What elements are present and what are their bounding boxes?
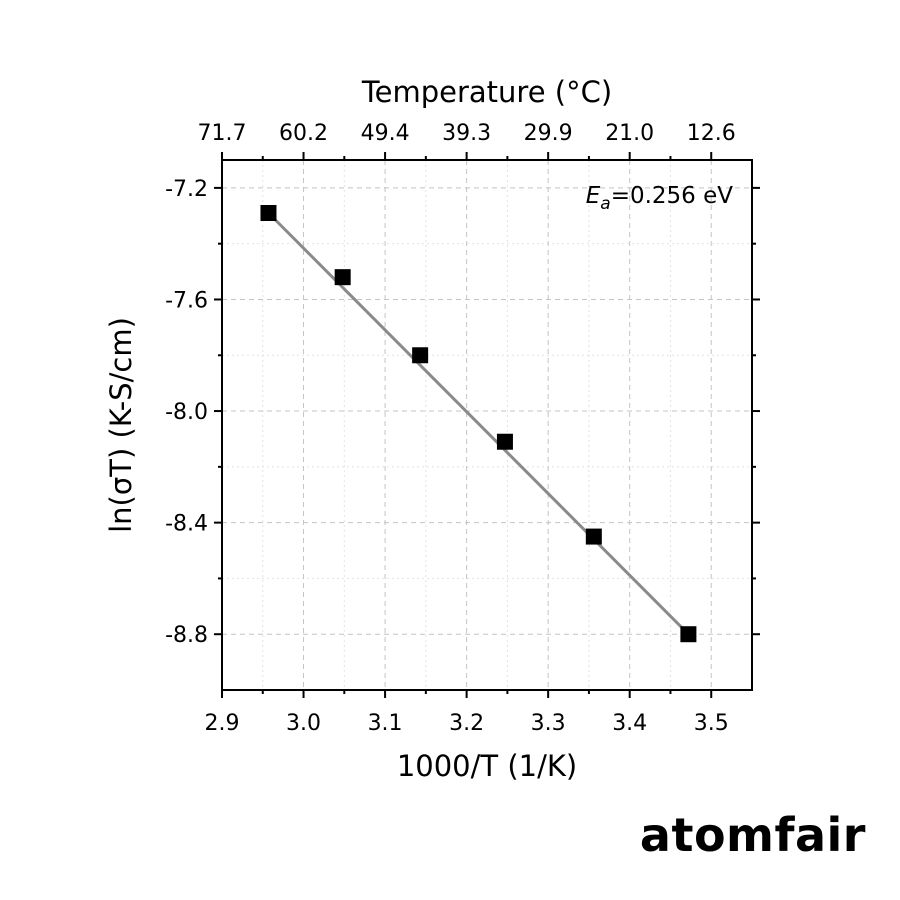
y-tick-label: -7.6 [165, 288, 208, 313]
data-point [412, 347, 429, 364]
top-tick-label: 39.3 [442, 121, 491, 146]
top-tick-label: 12.6 [687, 121, 736, 146]
top-tick-label: 49.4 [361, 121, 410, 146]
activation-energy-annotation: Ea=0.256 eV [586, 183, 734, 214]
grid [222, 160, 752, 690]
top-tick-label: 29.9 [524, 121, 573, 146]
y-axis-title: ln(σT) (K-S/cm) [104, 317, 138, 533]
x-tick-label: 3.1 [368, 711, 403, 736]
y-tick-label: -7.2 [165, 177, 208, 202]
x-tick-label: 3.5 [694, 711, 729, 736]
data-markers [260, 205, 697, 643]
y-tick-label: -8.4 [165, 512, 208, 537]
top-axis-title: Temperature (°C) [361, 75, 612, 109]
data-point [680, 626, 697, 643]
axis-ticks [214, 152, 760, 698]
top-tick-label: 71.7 [198, 121, 247, 146]
fit-line [267, 211, 690, 636]
y-tick-label: -8.0 [165, 400, 208, 425]
x-tick-label: 3.4 [612, 711, 647, 736]
data-point [260, 205, 277, 221]
x-tick-label: 3.3 [531, 711, 566, 736]
brand-logo: atomfair [639, 808, 866, 862]
x-tick-label: 3.2 [449, 711, 484, 736]
x-axis-title: 1000/T (1/K) [397, 749, 577, 783]
top-tick-label: 21.0 [605, 121, 654, 146]
plot-frame [221, 159, 753, 691]
fit-line-layer [267, 211, 690, 636]
annotation-symbol: E [586, 183, 601, 209]
x-tick-label: 3.0 [286, 711, 321, 736]
annotation-value: =0.256 eV [611, 183, 734, 209]
y-tick-label: -8.8 [165, 623, 208, 648]
tick-labels: 2.9 3.0 3.1 3.2 3.3 3.4 3.5 71.7 60.2 49.4 39.3 29.… [165, 121, 736, 736]
data-point [585, 528, 602, 545]
data-point [496, 433, 513, 450]
annotation-subscript: a [600, 194, 610, 214]
x-tick-label: 2.9 [205, 711, 240, 736]
data-point [334, 269, 351, 286]
top-tick-label: 60.2 [279, 121, 328, 146]
